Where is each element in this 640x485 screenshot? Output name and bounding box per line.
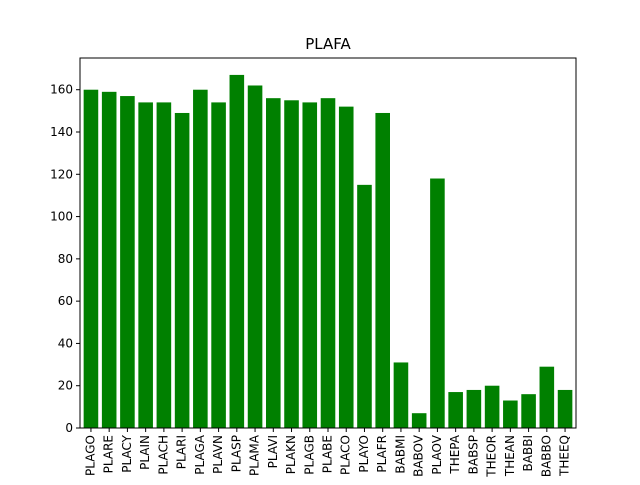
x-tick-label: PLAGA [193,434,207,474]
x-tick-label: PLACH [156,435,170,475]
x-tick-label: PLAVI [266,435,280,468]
bar-plari [174,112,190,428]
bar-thepa [448,392,463,428]
x-tick-label: BABBO [539,435,553,477]
bar-plagb [302,102,318,429]
bar-thean [503,400,518,428]
bar-plavi [266,98,281,429]
x-tick-label: PLAVN [211,435,225,474]
bar-plabe [320,98,336,429]
x-tick-label: PLASP [229,435,243,472]
x-tick-label: PLABE [321,435,335,473]
bar-plafr [375,112,390,428]
x-tick-label: PLAGO [83,435,97,476]
bar-plasp [229,74,245,429]
y-tick-label: 40 [58,336,73,350]
bar-plakn [284,100,299,429]
y-tick-label: 80 [58,252,73,266]
bar-babmi [393,362,409,428]
x-tick-label: PLARE [102,435,116,473]
x-tick-label: PLAGB [302,435,316,475]
y-tick-label: 100 [50,210,73,224]
x-tick-label: THEAN [503,435,517,477]
bar-plare [101,91,117,428]
x-tick-label: PLAFR [375,435,389,473]
bar-plain [138,102,153,429]
x-tick-label: PLAYO [357,435,371,473]
y-axis: 0 20 40 60 80 100 120 140 160 [50,83,80,435]
x-tick-label: BABBI [521,435,535,471]
bar-plama [247,85,263,428]
y-tick-label: 140 [50,125,73,139]
bar-babsp [466,389,482,428]
bar-placo [338,106,354,428]
x-tick-label: PLARI [175,435,189,469]
x-tick-label: PLAOV [430,434,444,474]
x-tick-label: BABOV [412,434,426,477]
plot-frame [79,57,577,429]
x-tick-label: BABMI [393,435,407,474]
chart-title: PLAFA [305,35,351,53]
y-tick-label: 160 [50,83,73,97]
bar-theeq [557,389,573,428]
x-tick-label: THEPA [448,434,462,474]
x-tick-label: PLAMA [248,434,262,476]
x-tick-label: PLAKN [284,435,298,474]
bar-babbi [521,394,536,428]
bar-plago [83,89,99,428]
bar-plavn [211,102,226,429]
x-tick-label: PLACO [339,435,353,475]
bar-theor [484,385,500,428]
x-tick-label: THEOR [485,435,499,478]
bar-playo [357,184,372,428]
x-tick-label: THEEQ [558,435,572,477]
x-axis: PLAGO PLARE PLACY PLAIN PLACH PLARI PLAGA PLAVN… [83,428,572,478]
y-tick-label: 20 [58,379,73,393]
bar-babov [411,413,427,428]
bar-placy [120,96,135,429]
y-tick-label: 0 [65,421,73,435]
bars-group [83,74,573,429]
bar-plaga [193,89,208,428]
x-tick-label: BABSP [466,435,480,474]
x-tick-label: PLAIN [138,435,152,470]
y-tick-label: 120 [50,167,73,181]
bar-plaov [430,178,445,428]
y-tick-label: 60 [58,294,73,308]
bar-babbo [539,366,555,428]
bar-plach [156,102,172,429]
x-tick-label: PLACY [120,434,134,472]
